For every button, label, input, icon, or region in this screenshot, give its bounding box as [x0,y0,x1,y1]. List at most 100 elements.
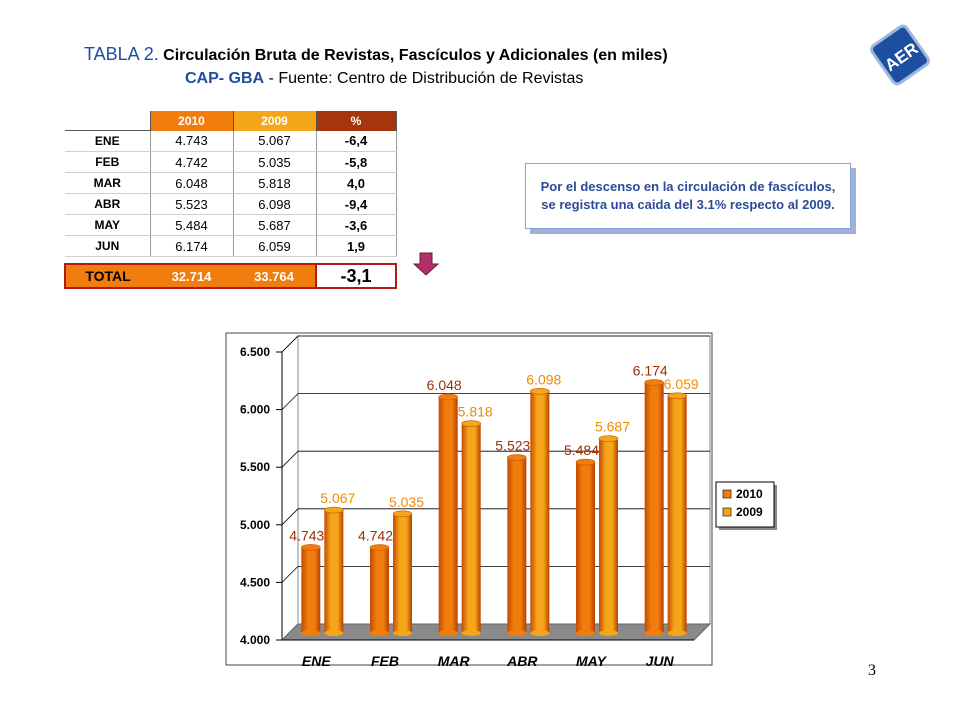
row-2010: 6.174 [149,235,233,257]
bar-2010-top [507,454,527,461]
gridline [281,508,710,526]
header-blank-cell [65,111,150,131]
data-label-2010: 4.743 [289,527,324,543]
row-month: ABR [65,193,150,215]
row-2009: 5.818 [232,172,316,194]
data-label-2010: 6.048 [427,377,462,393]
row-pct: 4,0 [315,172,397,194]
table-row: MAY 5.484 5.687 -3,6 [65,214,397,236]
data-label-2010: 5.484 [564,442,599,458]
y-tick-label: 5.000 [240,518,270,532]
data-label-2009: 6.098 [526,371,561,387]
data-label-2009: 5.818 [458,404,493,420]
row-pct: 1,9 [315,235,397,257]
title-main: Circulación Bruta de Revistas, Fascículo… [163,47,668,64]
table-title: TABLA 2. Circulación Bruta de Revistas, … [84,44,668,65]
data-label-2010: 4.742 [358,528,393,544]
bar-2010-base [507,630,527,636]
x-tick-label: ABR [506,653,538,669]
bar-2009 [393,513,412,633]
bar-2009-base [324,630,344,636]
y-tick-label: 6.500 [240,345,270,359]
row-pct: -5,8 [315,151,397,173]
bar-2010-base [644,630,664,636]
row-2009: 6.098 [232,193,316,215]
header-2009: 2009 [232,111,316,131]
total-2009: 33.764 [233,263,316,289]
total-2010: 32.714 [150,263,233,289]
gridline [281,335,710,353]
row-month: MAR [65,172,150,194]
legend-box [715,481,775,528]
bar-2009-base [667,630,687,636]
legend-swatch [722,507,732,517]
row-2009: 5.035 [232,151,316,173]
row-pct: -3,6 [315,214,397,236]
table-row: ABR 5.523 6.098 -9,4 [65,193,397,215]
y-tick-label: 6.000 [240,403,270,417]
bar-2010 [507,457,527,633]
row-pct: -9,4 [315,193,397,215]
down-arrow-icon [413,252,439,276]
y-tick-label: 4.000 [240,633,270,647]
table-row: FEB 4.742 5.035 -5,8 [65,151,397,173]
gridline [281,566,710,583]
bar-2010-top [438,393,458,401]
y-tick-label: 4.500 [240,575,270,589]
legend-swatch [722,489,732,499]
row-2010: 5.484 [149,214,233,236]
row-month: FEB [65,151,150,173]
bar-2009-base [461,630,481,636]
x-tick-label: JUN [646,653,675,669]
legend-label: 2010 [736,487,763,501]
circulation-table: 2010 2009 % ENE 4.743 5.067 -6,4 FEB 4.7… [64,111,397,289]
table-row: ENE 4.743 5.067 -6,4 [65,130,397,152]
bar-2010-top [644,379,664,386]
gridline [281,450,710,468]
table-row: JUN 6.174 6.059 1,9 [65,235,397,257]
bar-2009 [324,510,344,633]
row-2010: 5.523 [149,193,233,215]
bar-2009 [461,423,481,633]
bar-2010 [370,547,389,633]
row-month: JUN [65,235,150,257]
header-2010: 2010 [149,111,233,131]
table-subtitle: CAP- GBA - Fuente: Centro de Distribució… [185,70,583,88]
data-label-2009: 6.059 [664,376,699,392]
bar-2010-top [301,544,321,551]
bar-2010 [438,397,458,633]
subtitle-source: - Fuente: Centro de Distribución de Revi… [264,70,584,87]
row-2010: 6.048 [149,172,233,194]
chart-border [225,332,713,666]
page-number: 3 [868,662,876,679]
table-row: MAR 6.048 5.818 4,0 [65,172,397,194]
row-month: ENE [65,130,150,152]
x-tick-label: MAY [576,653,608,669]
bar-2009 [599,438,618,633]
row-2010: 4.742 [149,151,233,173]
x-tick-label: ENE [302,653,331,669]
bar-2009-top [324,506,344,514]
bar-2010 [301,547,321,633]
table-header-row: 2010 2009 % [65,111,397,131]
x-tick-label: FEB [371,653,399,669]
table-total-row: TOTAL 32.714 33.764 -3,1 [64,263,397,289]
row-2010: 4.743 [149,130,233,152]
header-pct: % [315,111,397,131]
bar-2010-base [301,630,321,636]
bar-2009-base [530,630,550,636]
data-label-2010: 5.523 [495,438,530,454]
bar-2009 [667,395,687,633]
gridline [281,393,710,410]
legend-label: 2009 [736,505,763,519]
bar-2009-top [598,435,619,442]
row-2009: 5.687 [232,214,316,236]
bar-2010-top [575,458,596,466]
row-2009: 6.059 [232,235,316,257]
title-prefix: TABLA 2. [84,44,159,64]
data-label-2009: 5.035 [389,494,424,510]
total-pct: -3,1 [315,263,397,289]
bar-2009-top [667,392,687,400]
bar-2009-base [599,630,618,636]
bar-2009-base [393,630,412,636]
